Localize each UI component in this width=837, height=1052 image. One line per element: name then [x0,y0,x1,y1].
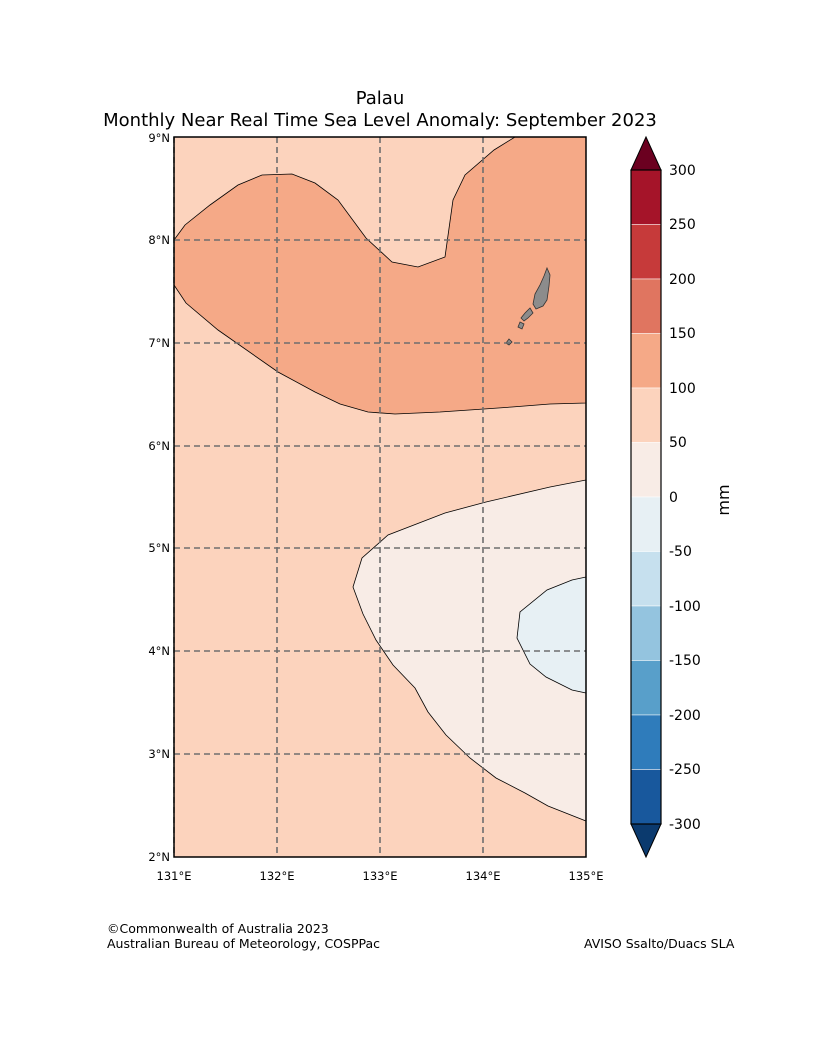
colorbar-tick-label: -50 [669,544,692,560]
colorbar-tick-label: 0 [669,490,678,506]
colorbar-segment [630,496,662,552]
lon-label: 135°E [569,869,604,883]
map-subtitle: Monthly Near Real Time Sea Level Anomaly… [103,110,657,131]
colorbar-tick-label: -250 [669,762,701,778]
colorbar-tick-label: 200 [669,272,696,288]
lon-label: 133°E [363,869,398,883]
colorbar-unit-label: mm [714,484,733,515]
colorbar-segment [630,442,662,498]
colorbar-segment [630,660,662,716]
colorbar-tick-label: -200 [669,708,701,724]
colorbar-tick-label: 50 [669,435,687,451]
lat-label: 6°N [148,439,170,453]
colorbar-tick-label: 250 [669,217,696,233]
colorbar-under-triangle [630,823,662,859]
lon-label: 134°E [466,869,501,883]
colorbar-frame [630,169,662,825]
colorbar-segment [630,605,662,661]
colorbar-tick-labels: 300 250 200 150 100 50 0 -50 -100 -150 -… [669,163,701,833]
colorbar-segment [630,387,662,443]
lat-label: 7°N [148,336,170,350]
colorbar-tick-label: -300 [669,817,701,833]
lat-label: 4°N [148,644,170,658]
colorbar-tick-label: 300 [669,163,696,179]
colorbar-tick-label: 150 [669,326,696,342]
colorbar-segment [630,278,662,334]
bureau-text: Australian Bureau of Meteorology, COSPPa… [107,936,380,951]
colorbar-tick-label: -150 [669,653,701,669]
colorbar-tick-label: 100 [669,381,696,397]
colorbar-segment [630,714,662,770]
lat-labels: 9°N 8°N 7°N 6°N 5°N 4°N 3°N 2°N [148,131,170,864]
map-frame [173,136,587,858]
copyright-text: ©Commonwealth of Australia 2023 [107,921,329,936]
palau-island-south [520,307,534,322]
colorbar-segment [630,551,662,607]
colorbar-tick-label: -100 [669,599,701,615]
colorbar [630,135,662,859]
colorbar-segment [630,333,662,389]
lat-label: 8°N [148,233,170,247]
lat-label: 5°N [148,541,170,555]
lat-label: 3°N [148,747,170,761]
data-source-text: AVISO Ssalto/Duacs SLA [584,936,735,951]
lon-labels: 131°E 132°E 133°E 134°E 135°E [157,869,604,883]
lat-label: 9°N [148,131,170,145]
lon-label: 132°E [260,869,295,883]
palau-island-main [532,266,551,310]
anomaly-band-minus50-0 [516,576,587,694]
colorbar-segment [630,169,662,225]
colorbar-over-triangle [630,135,662,171]
map-title: Palau [355,88,405,109]
colorbar-segment [630,769,662,825]
palau-island-islet [517,321,525,330]
lat-label: 2°N [148,850,170,864]
lon-label: 131°E [157,869,192,883]
colorbar-segment [630,224,662,280]
